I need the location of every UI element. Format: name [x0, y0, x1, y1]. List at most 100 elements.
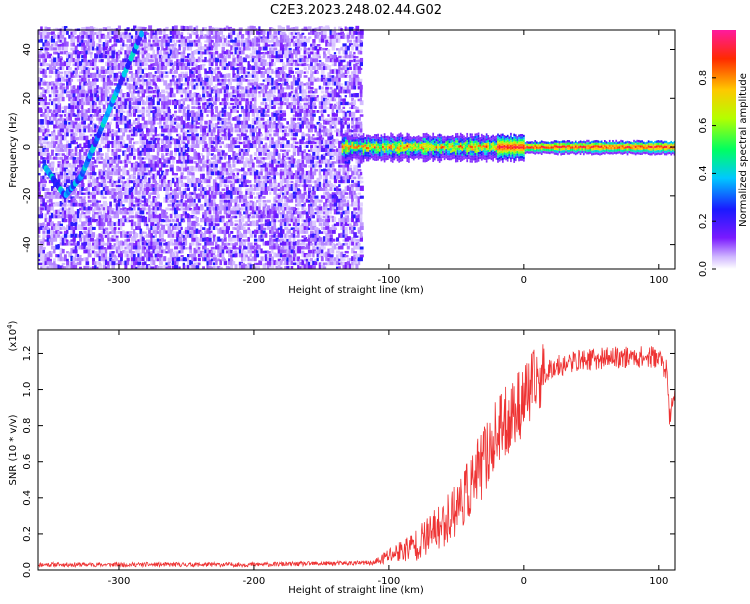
spectrogram-cell: [262, 45, 267, 51]
spectrogram-cell: [102, 81, 106, 86]
spectrogram-cell: [277, 57, 281, 63]
spectrogram-cell: [163, 256, 167, 262]
spectrogram-cell: [184, 25, 189, 31]
spectrogram-cell: [184, 106, 188, 110]
spectrogram-cell: [137, 255, 141, 262]
spectrogram-cell: [271, 137, 274, 141]
spectrogram-cell: [189, 156, 192, 160]
spectrogram-cell: [182, 50, 186, 55]
spectrogram-cell: [178, 84, 183, 90]
spectrogram-cell: [48, 64, 53, 70]
spectrogram-cell: [76, 202, 81, 207]
spectrogram-cell: [228, 32, 232, 35]
spectrogram-cell: [234, 88, 239, 94]
spectrogram-cell: [100, 88, 104, 94]
spectrogram-cell: [215, 88, 219, 94]
spectrogram-cell: [130, 243, 134, 250]
spectrogram-cell: [59, 164, 63, 168]
spectrogram-cell: [81, 179, 84, 184]
spectrogram-cell: [96, 201, 99, 207]
spectrogram-cell: [55, 244, 58, 250]
spectrogram-cell: [154, 185, 159, 191]
spectrogram-cell: [202, 93, 206, 98]
spectrogram-cell: [148, 177, 151, 184]
spectrogram-cell: [163, 80, 168, 86]
spectrogram-cell: [206, 200, 209, 207]
spectrogram-cell: [238, 136, 242, 141]
spectrogram-cell: [79, 237, 83, 242]
spectrogram-cell: [72, 171, 76, 176]
spectrogram-cell: [115, 237, 119, 242]
spectrogram-cell: [87, 74, 92, 78]
spectrogram-cell: [247, 227, 251, 230]
spectrogram-cell: [74, 218, 78, 223]
spectrogram-cell: [55, 193, 59, 199]
spectrogram-cell: [89, 51, 93, 55]
spectrogram-cell: [269, 65, 272, 70]
spectrogram-cell: [269, 140, 273, 145]
spectrogram-cell: [148, 194, 152, 199]
spectrogram-cell: [245, 254, 248, 258]
spectrogram-cell: [165, 212, 168, 215]
spectrogram-cell: [260, 101, 265, 106]
spectrogram-cell: [87, 67, 91, 70]
spectrogram-cell: [57, 99, 61, 106]
spectrogram-cell: [107, 142, 110, 149]
spectrogram-cell: [141, 53, 145, 59]
spectrogram-cell: [87, 227, 91, 230]
spectrogram-cell: [279, 41, 283, 47]
spectrogram-cell: [240, 195, 245, 199]
spectrogram-cell: [240, 167, 245, 172]
spectrogram-cell: [38, 39, 41, 43]
spectrogram-cell: [158, 110, 163, 113]
spectrogram-cell: [135, 56, 139, 63]
spectrogram-cell: [74, 45, 78, 51]
spectrogram-cell: [184, 65, 188, 70]
spectrogram-cell: [199, 85, 203, 90]
spectrogram-cell: [217, 66, 220, 70]
spectrogram-cell: [193, 189, 197, 195]
spectrogram-cell: [165, 74, 169, 78]
spectrogram-cell: [98, 50, 102, 55]
spectrogram-cell: [145, 43, 149, 47]
spectrogram-cell: [66, 152, 69, 156]
spectrogram-cell: [135, 164, 138, 168]
spectrogram-cell: [130, 106, 135, 110]
spectrogram-cell: [50, 100, 56, 106]
spectrogram-cell: [70, 232, 75, 238]
spectrogram-cell: [234, 75, 239, 78]
spectrogram-cell: [208, 60, 213, 67]
spectrogram-cell: [225, 250, 230, 254]
spectrogram-cell: [258, 146, 263, 152]
spectrogram-cell: [230, 197, 233, 203]
spectrogram-cell: [251, 220, 256, 227]
spectrogram-cell: [191, 174, 195, 180]
spectrogram-cell: [245, 44, 250, 51]
spectrogram-cell: [258, 248, 262, 254]
spectrogram-cell: [57, 73, 60, 78]
spectrogram-cell: [195, 75, 199, 78]
spectrogram-cell: [83, 126, 87, 133]
spectrogram-cell: [63, 108, 67, 113]
spectrogram-cell: [206, 240, 210, 246]
spectrogram-cell: [161, 178, 165, 184]
spectrogram-cell: [83, 202, 87, 207]
spectrogram-cell: [245, 88, 248, 94]
spectrogram-cell: [253, 59, 258, 63]
spectrogram-cell: [197, 94, 202, 98]
spectrogram-cell: [256, 77, 259, 82]
spectrogram-cell: [145, 48, 149, 51]
spectrogram-cell: [81, 77, 86, 82]
spectrogram-cell: [212, 141, 218, 145]
spectrogram-cell: [135, 60, 139, 67]
spectrogram-cell: [273, 167, 278, 172]
spectrogram-cell: [100, 115, 104, 121]
spectrogram-cell: [50, 162, 55, 168]
spectrogram-cell: [96, 43, 100, 47]
spectrogram-cell: [79, 135, 83, 141]
spectrogram-cell: [174, 239, 178, 242]
spectrogram-cell: [176, 84, 180, 90]
spectrogram-cell: [44, 63, 49, 67]
spectrogram-cell: [85, 26, 90, 31]
spectrogram-cell: [46, 256, 50, 262]
